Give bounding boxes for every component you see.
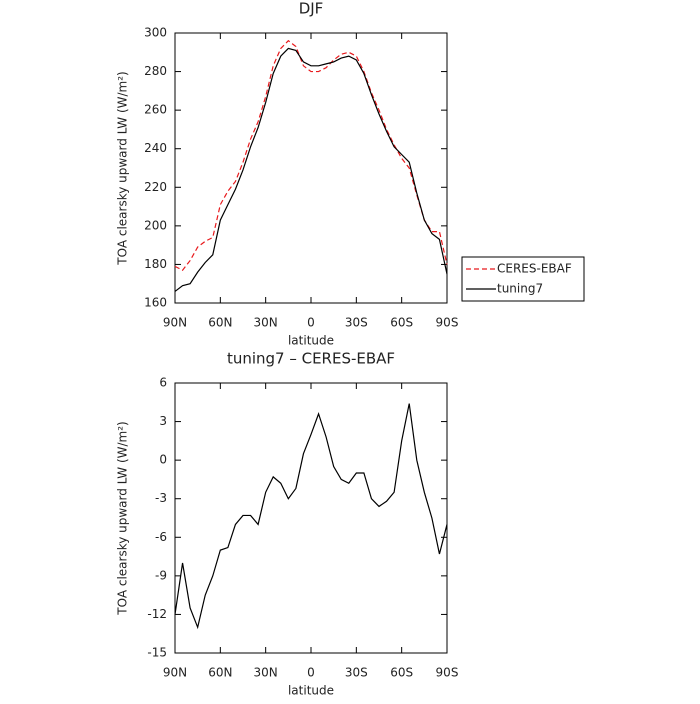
y-tick-label: -6 <box>155 530 167 544</box>
chart-title: tuning7 – CERES-EBAF <box>227 350 395 368</box>
x-tick-label: 90S <box>436 666 459 680</box>
y-tick-label: -3 <box>155 491 167 505</box>
x-tick-label: 90N <box>163 666 187 680</box>
data-line <box>174 39 448 271</box>
chart-title: DJF <box>299 0 324 18</box>
x-tick-label: 30N <box>254 666 278 680</box>
x-tick-label: 60S <box>390 666 413 680</box>
y-tick-label: -15 <box>147 646 167 660</box>
y-tick-label: 160 <box>144 296 167 310</box>
y-tick-label: 300 <box>144 26 167 40</box>
y-tick-label: 6 <box>159 376 167 390</box>
y-tick-label: 180 <box>144 257 167 271</box>
data-line <box>174 403 448 630</box>
x-axis-label: latitude <box>288 684 334 698</box>
data-line <box>174 47 448 292</box>
x-tick-label: 30N <box>254 316 278 330</box>
x-tick-label: 90N <box>163 316 187 330</box>
x-tick-label: 30S <box>345 666 368 680</box>
y-tick-label: 3 <box>159 414 167 428</box>
plot-frame <box>174 32 448 304</box>
plot-frame <box>174 382 448 654</box>
y-tick-label: 0 <box>159 453 167 467</box>
x-tick-label: 60N <box>208 666 232 680</box>
y-tick-label: 240 <box>144 141 167 155</box>
y-tick-label: 200 <box>144 218 167 232</box>
x-tick-label: 0 <box>307 666 315 680</box>
y-tick-label: 280 <box>144 64 167 78</box>
y-axis-label: TOA clearsky upward LW (W/m²) <box>116 71 130 265</box>
legend-label: tuning7 <box>497 282 543 296</box>
x-tick-label: 0 <box>307 316 315 330</box>
legend-box <box>461 256 585 302</box>
y-tick-label: -12 <box>147 607 167 621</box>
x-axis-label: latitude <box>288 334 334 348</box>
y-tick-label: -9 <box>155 568 167 582</box>
x-tick-label: 90S <box>436 316 459 330</box>
y-tick-label: 260 <box>144 103 167 117</box>
legend-label: CERES-EBAF <box>497 262 572 276</box>
y-tick-label: 220 <box>144 180 167 194</box>
x-tick-label: 30S <box>345 316 368 330</box>
x-tick-label: 60S <box>390 316 413 330</box>
x-tick-label: 60N <box>208 316 232 330</box>
y-axis-label: TOA clearsky upward LW (W/m²) <box>116 421 130 615</box>
